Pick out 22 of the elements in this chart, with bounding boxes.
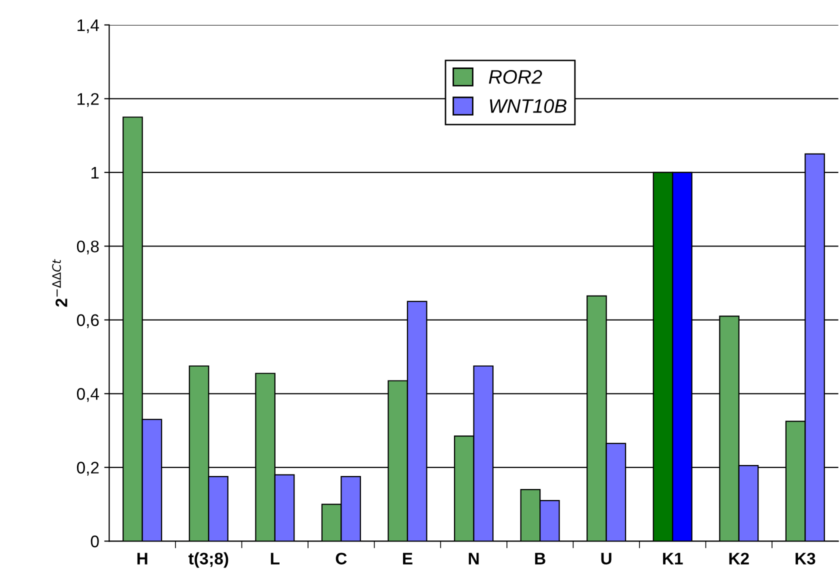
y-tick-label: 0,2 (76, 462, 99, 476)
y-tick-label: 0,4 (76, 388, 99, 402)
x-tick-label: E (403, 552, 412, 564)
y-tick-label: 1 (91, 167, 99, 178)
y-tick-label: 1,4 (78, 20, 99, 34)
legend-label: WNT10B (490, 99, 566, 113)
x-tick-label: H (137, 552, 148, 564)
y-tick-label: 1,2 (78, 93, 99, 107)
x-tick-label: N (468, 552, 479, 564)
x-tick-label: K2 (729, 552, 749, 564)
y-axis-title: 2$^{−ΔΔCt}$ (52, 259, 68, 307)
x-tick-label: K1 (663, 552, 683, 564)
x-tick-label: U (601, 552, 612, 564)
y-tick-label: 0,8 (76, 240, 99, 254)
x-tick-label: B (535, 552, 546, 564)
x-tick-label: L (270, 552, 280, 564)
y-tick-label: 0 (90, 536, 99, 548)
legend-label: ROR2 (488, 70, 542, 84)
y-tick-label: 0,6 (76, 314, 99, 328)
x-tick-label: C (336, 552, 347, 564)
x-tick-label: K3 (796, 552, 816, 565)
x-tick-label: t(3;8) (188, 552, 228, 568)
